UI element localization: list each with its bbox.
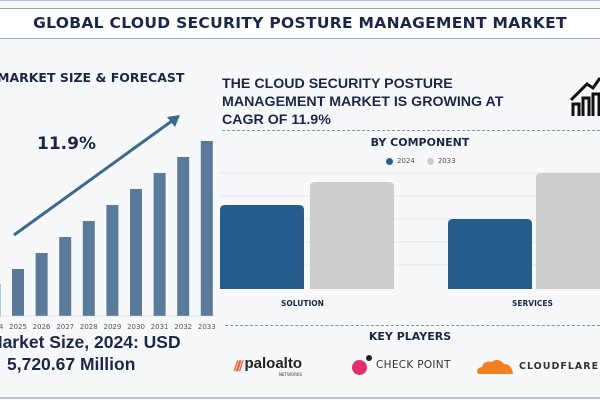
headline-line: CAGR OF 11.9% [222, 112, 331, 128]
checkpoint-name: CHECK POINT [376, 359, 451, 371]
legend-dot-2024 [386, 157, 393, 165]
x-tick-label: 2032 [174, 323, 192, 331]
market-size-summary: Market Size, 2024: USD 5,720.67 Million [0, 331, 210, 375]
x-tick-label: 2027 [56, 323, 74, 331]
bar-services-2024 [448, 219, 532, 289]
legend-label: 2024 [397, 157, 415, 165]
x-tick-label: 2024 [0, 323, 4, 331]
x-tick-label: 2025 [9, 323, 27, 331]
cloudflare-logo: CLOUDFLARE [475, 357, 599, 375]
bar-solution-2033 [310, 182, 394, 289]
top-border [0, 0, 600, 1]
bar-solution-2024 [220, 205, 304, 289]
bar-2026 [35, 253, 48, 316]
checkpoint-logo: CHECK POINT [352, 355, 451, 375]
bar-2032 [177, 156, 190, 316]
bottom-border [0, 397, 600, 399]
growth-house-icon [569, 77, 600, 116]
component-chart [220, 172, 600, 289]
divider [222, 130, 600, 131]
bar-2025 [12, 269, 24, 316]
component-title: BY COMPONENT [370, 136, 470, 149]
bar-2033 [200, 141, 213, 316]
divider [225, 325, 600, 326]
category-label-services: SERVICES [512, 299, 553, 308]
summary-line-2: 5,720.67 Million [7, 354, 136, 374]
x-tick-label: 2031 [151, 323, 169, 331]
growth-arrow-head [167, 115, 180, 127]
legend-label: 2033 [437, 157, 456, 165]
x-tick-label: 2030 [127, 323, 145, 331]
paloalto-name: paloalto [244, 355, 303, 372]
cagr-headline: THE CLOUD SECURITY POSTURE MANAGEMENT MA… [222, 75, 503, 129]
x-tick-label: 2028 [80, 323, 98, 331]
x-tick-label: 2033 [198, 323, 216, 331]
paloalto-mark-icon: ⫽⫽ [234, 358, 243, 375]
bar-2030 [130, 189, 142, 316]
legend-dot-2033 [426, 157, 434, 165]
market-size-chart: 2024 2025 2026 2027 2028 2029 2030 2031 2032 2033 [0, 115, 216, 331]
cloudflare-cloud-icon [477, 359, 513, 374]
headline-line: MANAGEMENT MARKET IS GROWING AT [222, 94, 504, 110]
chart-legend: 2024 2033 [386, 157, 456, 165]
x-tick-label: 2029 [103, 323, 121, 331]
headline-line: THE CLOUD SECURITY POSTURE [222, 76, 453, 92]
growth-arrow-line [13, 116, 177, 237]
bar-2029 [106, 205, 119, 316]
bar-2027 [59, 237, 72, 316]
category-label-solution: SOLUTION [281, 299, 324, 308]
paloalto-sub: NETWORKS [279, 372, 303, 377]
summary-line-1: Market Size, 2024: USD [0, 332, 181, 352]
cagr-label: 11.9% [37, 134, 96, 154]
paloalto-logo: ⫽⫽ paloalto NETWORKS [234, 356, 302, 377]
checkpoint-mark-icon [352, 355, 372, 375]
bar-2028 [82, 221, 95, 316]
market-size-heading: MARKET SIZE & FORECAST [0, 70, 185, 85]
page-title: GLOBAL CLOUD SECURITY POSTURE MANAGEMENT… [0, 8, 600, 39]
x-tick-label: 2026 [33, 323, 51, 331]
cloudflare-name: CLOUDFLARE [519, 360, 600, 372]
bar-services-2033 [536, 173, 600, 289]
bar-2031 [153, 172, 166, 316]
key-players-title: KEY PLAYERS [368, 330, 452, 343]
